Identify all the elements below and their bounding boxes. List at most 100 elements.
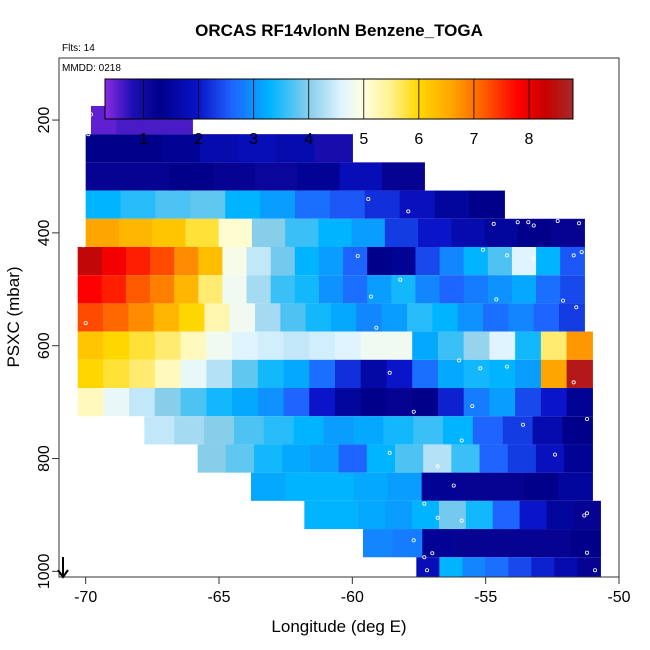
colorbar-segment — [336, 79, 340, 119]
heat-cell — [455, 472, 491, 501]
heat-cell — [434, 190, 471, 219]
colorbar-segment — [268, 79, 273, 119]
colorbar-segment — [379, 79, 384, 119]
heat-cell — [415, 246, 441, 276]
colorbar-segment — [289, 79, 293, 119]
heat-cell — [170, 162, 214, 191]
colorbar-segment — [453, 79, 457, 119]
heat-cell — [386, 388, 413, 417]
colorbar-tick-label: 7 — [469, 131, 478, 148]
colorbar-segment — [204, 79, 208, 119]
heat-cell — [77, 331, 104, 360]
heat-cell — [422, 529, 453, 558]
heat-cell — [276, 134, 315, 163]
heat-cell — [154, 331, 182, 360]
heat-cell — [120, 190, 157, 219]
sample-point — [574, 305, 579, 310]
heat-cell — [206, 359, 233, 389]
heat-cell — [246, 246, 272, 276]
heat-cell — [412, 359, 439, 389]
heat-cell — [206, 331, 233, 360]
colorbar-segment — [154, 79, 159, 119]
heat-cell — [577, 557, 601, 577]
heat-cell — [515, 388, 542, 417]
colorbar-segment — [426, 79, 431, 119]
heat-cell — [439, 246, 465, 276]
colorbar-segment — [148, 79, 153, 119]
heat-cell — [199, 134, 239, 163]
colorbar-segment — [160, 79, 164, 119]
colorbar-segment — [236, 79, 241, 119]
colorbar-segment — [107, 79, 112, 119]
colorbar-segment — [245, 79, 249, 119]
sample-point — [459, 438, 464, 443]
heat-cell — [472, 416, 504, 445]
heat-cell — [254, 444, 283, 473]
y-tick-label: 400 — [36, 219, 53, 246]
heat-cell — [399, 190, 436, 219]
colorbar-segment — [330, 79, 334, 119]
heat-cell — [225, 190, 261, 219]
colorbar-segment — [251, 79, 255, 119]
heat-cell — [407, 303, 433, 332]
heat-cell — [511, 275, 537, 304]
heat-cell — [412, 388, 439, 417]
colorbar-segment — [242, 79, 246, 119]
sample-point — [504, 364, 509, 369]
colorbar-segment — [476, 79, 480, 119]
colorbar-segment — [529, 79, 533, 119]
colorbar-segment — [470, 79, 475, 119]
heat-cell — [280, 303, 307, 332]
chart-title: ORCAS RF14vlonN Benzene_TOGA — [195, 21, 483, 40]
heat-cell — [554, 557, 578, 577]
colorbar-segment — [450, 79, 454, 119]
heat-cell — [439, 557, 463, 577]
colorbar-segment — [321, 79, 325, 119]
heat-cell — [364, 190, 401, 219]
heat-cell — [413, 416, 444, 445]
heat-cell — [260, 190, 296, 219]
heat-cell — [331, 500, 359, 530]
heat-cell — [462, 557, 486, 577]
colorbar-segment — [122, 79, 126, 119]
colorbar-segment — [494, 79, 498, 119]
colorbar-segment — [564, 79, 568, 119]
heat-cell — [204, 303, 231, 332]
heat-cell — [283, 331, 310, 360]
colorbar-segment — [499, 79, 504, 119]
heat-cell — [558, 472, 593, 501]
heat-cell — [479, 444, 509, 473]
heat-cell — [566, 331, 593, 360]
colorbar-segment — [239, 79, 243, 119]
down-arrow-icon — [57, 557, 69, 579]
colorbar-segment — [300, 79, 305, 119]
sample-point — [579, 250, 584, 255]
x-tick-label: -50 — [607, 589, 630, 606]
colorbar-segment — [502, 79, 507, 119]
heat-cell — [294, 246, 320, 276]
x-tick-label: -60 — [341, 589, 364, 606]
heat-cell — [343, 246, 368, 276]
colorbar-segment — [517, 79, 521, 119]
heat-cell — [255, 303, 281, 332]
sample-point — [355, 253, 360, 258]
colorbar-segment — [420, 79, 425, 119]
colorbar-segment — [417, 79, 422, 119]
colorbar-segment — [166, 79, 170, 119]
heat-cell — [463, 246, 489, 276]
colorbar-segment — [479, 79, 483, 119]
heat-cell — [443, 416, 474, 445]
colorbar-segment — [134, 79, 138, 119]
heat-cell — [125, 275, 151, 304]
heat-cell — [77, 246, 103, 276]
colorbar-segment — [359, 79, 363, 119]
colorbar-tick-label: 6 — [414, 131, 423, 148]
heat-cell — [367, 246, 392, 276]
colorbar-segment — [456, 79, 460, 119]
heat-cell — [129, 331, 156, 360]
colorbar-segment — [213, 79, 217, 119]
heat-cell — [218, 218, 253, 247]
heat-cell — [314, 134, 353, 163]
colorbar-segment — [482, 79, 486, 119]
colorbar-segment — [561, 79, 565, 119]
